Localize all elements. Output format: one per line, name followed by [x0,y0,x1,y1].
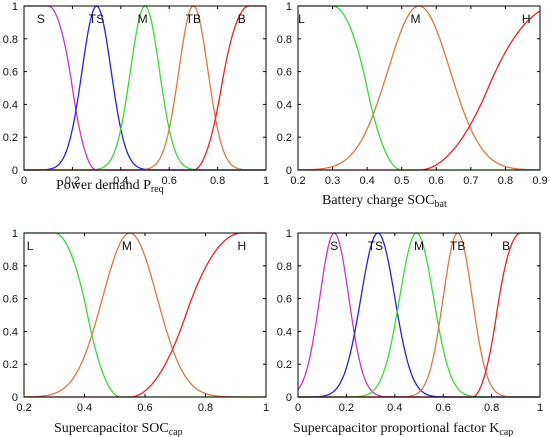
x-tick-label: 0.6 [162,175,177,187]
y-tick-label: 0.8 [277,261,292,273]
x-tick-label: 0 [295,402,301,414]
x-tick-label: 0.2 [339,402,354,414]
mf-label-m: M [138,12,148,26]
y-tick-label: 0 [286,165,292,177]
mf-label-s: S [330,239,338,253]
y-tick-label: 0.2 [3,132,18,144]
y-tick-label: 0.2 [277,359,292,371]
panel-4: 0 0.2 0.4 0.6 0.8 1 0 0.2 0.4 0.6 0.8 1 S TS M TB B Super… [277,228,543,437]
y-tick-label: 0.8 [3,261,18,273]
y-tick-label: 0.4 [277,326,292,338]
y-tick-label: 1 [286,1,292,13]
y-tick-label: 0.8 [277,34,292,46]
y-tick-label: 1 [12,1,18,13]
y-tick-label: 0.2 [3,359,18,371]
mf-label-s: S [37,12,45,26]
series-line-tb [24,5,266,171]
y-tick-label: 0.4 [3,326,18,338]
panel-1: 0 0.2 0.4 0.6 0.8 1 0 0.2 0.4 0.6 0.8 1 S TS M TB B Power… [3,1,269,195]
x-tick-label: 0.5 [394,175,409,187]
mf-label-m: M [414,239,424,253]
series-line-s [297,232,540,398]
x-tick-label: 0 [21,175,27,187]
x-tick-label: 1 [263,402,269,414]
y-tick-label: 1 [286,228,292,240]
x-tick-label: 1 [537,402,543,414]
mf-label-ts: TS [368,239,383,253]
x-tick-label: 0.4 [359,175,374,187]
y-tick-label: 0.6 [277,294,292,306]
x-tick-label: 0.8 [484,402,499,414]
mf-label-l: L [27,239,34,253]
y-tick-label: 0.6 [277,67,292,79]
series-line-ts [298,232,540,398]
x-axis-label: Supercapacitor SOCcap [54,421,183,437]
x-axis-label: Battery charge SOCbat [322,193,447,210]
x-axis-label: Supercapacitor proportional factor Kcap [293,421,513,437]
y-tick-label: 0.4 [3,99,18,111]
x-tick-label: 0.4 [387,402,402,414]
plot-frame [297,232,541,398]
series-line-m [298,232,540,398]
x-tick-label: 0.7 [463,175,478,187]
mf-label-l: L [298,12,305,26]
series-line-ts [24,5,266,171]
y-tick-label: 0 [12,392,18,404]
series-line-b [24,5,266,171]
x-tick-label: 0.6 [436,402,451,414]
series-line-b [298,232,540,398]
y-tick-label: 1 [12,228,18,240]
panel-2: 0.2 0.3 0.4 0.5 0.6 0.7 0.8 0.900.20.40.60.81L M… [277,1,548,210]
mf-label-tb: TB [186,12,201,26]
mf-label-b: B [502,239,510,253]
mf-label-b: B [238,12,246,26]
series-line-h [298,10,541,171]
mf-label-m: M [122,239,132,253]
y-tick-label: 0 [12,165,18,177]
x-tick-label: 0.6 [137,402,152,414]
x-tick-label: 1 [263,175,269,187]
x-tick-label: 0.4 [113,175,128,187]
series-line-m [23,232,266,398]
x-tick-label: 0.2 [290,175,305,187]
mf-label-m: M [411,12,421,26]
y-tick-label: 0.4 [277,99,292,111]
x-tick-label: 0.2 [16,402,31,414]
y-tick-label: 0.6 [3,294,18,306]
mf-label-h: H [237,239,246,253]
mf-label-tb: TB [450,239,465,253]
series-line-m [297,5,541,171]
plot-frame [23,5,267,171]
x-tick-label: 0.6 [429,175,444,187]
y-tick-label: 0.8 [3,34,18,46]
mf-label-ts: TS [89,12,104,26]
x-tick-label: 0.3 [325,175,340,187]
x-tick-label: 0.2 [65,175,80,187]
y-tick-label: 0 [286,392,292,404]
x-tick-label: 0.4 [77,402,92,414]
x-tick-label: 0.9 [532,175,547,187]
mf-label-h: H [522,12,531,26]
x-tick-label: 0.8 [498,175,513,187]
y-tick-label: 0.6 [3,67,18,79]
panel-3: 0.2 0.4 0.6 0.8 100.20.40.60.81L M HSupercapac… [3,228,269,437]
series-line-l [298,5,540,171]
plot-frame [297,5,541,171]
x-axis-label: Power demand Preq [56,178,164,195]
x-tick-label: 0.8 [198,402,213,414]
y-tick-label: 0.2 [277,132,292,144]
series-line-m [24,5,266,171]
series-line-tb [298,232,540,398]
x-tick-label: 0.8 [210,175,225,187]
series-line-s [24,5,266,171]
